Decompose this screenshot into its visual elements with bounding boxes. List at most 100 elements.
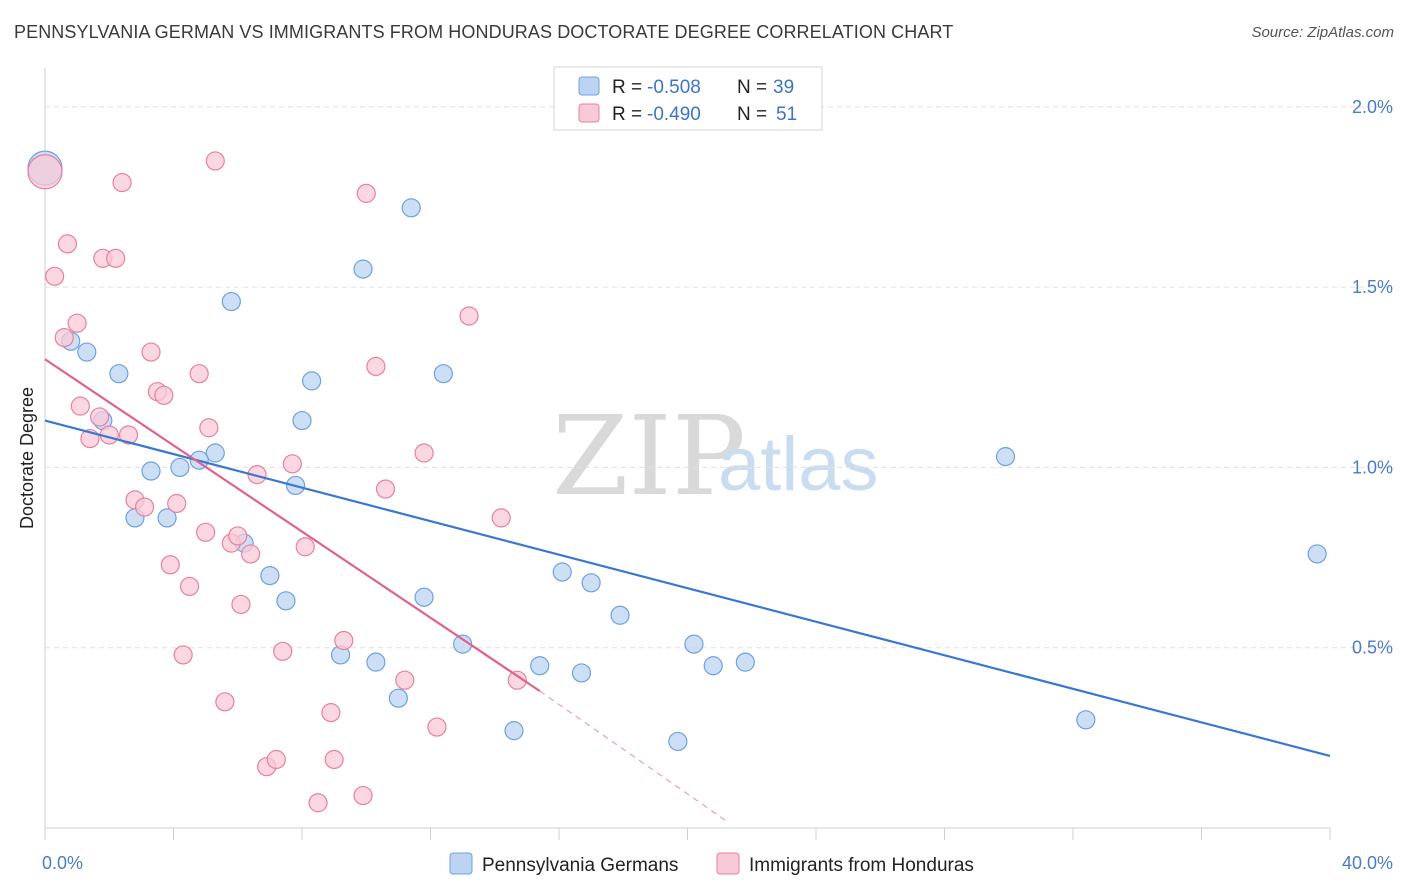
honduras-point — [215, 692, 235, 712]
honduras-point — [67, 313, 87, 333]
pennsylvania-germans-point — [530, 656, 550, 676]
honduras-point — [141, 342, 161, 362]
pennsylvania-germans-point — [684, 634, 704, 654]
pennsylvania-germans-point — [401, 198, 421, 218]
honduras-point — [173, 645, 193, 665]
honduras-point — [112, 172, 132, 193]
pennsylvania-germans-point — [1076, 710, 1096, 730]
pennsylvania-germans-point — [205, 443, 225, 463]
legend-n-value-1: 39 — [773, 77, 794, 98]
bottom-legend-label-pennsylvania-germans: Pennsylvania Germans — [482, 855, 678, 876]
honduras-point — [375, 479, 396, 499]
honduras-point — [266, 749, 286, 770]
pennsylvania-germans-point — [276, 591, 296, 611]
legend-swatch-honduras — [578, 103, 600, 123]
honduras-point — [27, 154, 63, 190]
honduras-point — [154, 385, 174, 405]
honduras-point — [395, 670, 415, 690]
y-tick-label: 0.5% — [1352, 638, 1393, 658]
x-tick-marks — [44, 828, 1331, 840]
honduras-point — [134, 497, 155, 517]
pennsylvania-germans-point — [141, 461, 161, 481]
honduras-point — [205, 151, 225, 171]
honduras-point — [160, 555, 180, 575]
honduras-point — [199, 418, 219, 438]
y-tick-label: 1.5% — [1352, 277, 1393, 297]
honduras-point — [282, 454, 302, 474]
honduras-point — [196, 522, 216, 542]
watermark-atlas: atlas — [718, 422, 879, 507]
trend-line-honduras-extension — [539, 690, 727, 822]
honduras-point — [366, 356, 386, 377]
legend-r-label-1: R = — [612, 77, 642, 98]
series-legend: Pennsylvania Germans Immigrants from Hon… — [449, 852, 974, 876]
pennsylvania-germans-point — [668, 731, 688, 752]
pennsylvania-germans-point — [433, 364, 453, 384]
legend-r-value-1: -0.508 — [647, 77, 701, 98]
pennsylvania-germans-point — [292, 410, 312, 431]
pennsylvania-germans-point — [504, 721, 524, 741]
series-pennsylvania-germans-points — [27, 150, 1327, 752]
legend-swatch-pennsylvania-germans — [578, 76, 600, 96]
honduras-point — [228, 526, 248, 546]
correlation-legend: R = -0.508 N = 39 R = -0.490 N = 51 — [553, 66, 823, 131]
bottom-legend-swatch-pennsylvania-germans — [449, 852, 473, 875]
y-axis-label: Doctorate Degree — [17, 387, 37, 529]
honduras-point — [321, 703, 341, 723]
y-tick-label: 2.0% — [1352, 97, 1393, 117]
pennsylvania-germans-point — [77, 342, 97, 362]
honduras-point — [334, 630, 354, 651]
honduras-point — [459, 306, 479, 326]
honduras-point — [324, 749, 344, 770]
legend-n-label-2: N = — [737, 104, 767, 125]
pennsylvania-germans-point — [703, 656, 723, 676]
pennsylvania-germans-point — [221, 291, 241, 312]
pennsylvania-germans-point — [260, 565, 280, 586]
honduras-point — [106, 248, 126, 268]
honduras-point — [356, 183, 376, 203]
honduras-point — [241, 544, 261, 564]
pennsylvania-germans-point — [571, 663, 592, 683]
honduras-point — [179, 576, 200, 597]
pennsylvania-germans-point — [388, 688, 408, 708]
legend-r-label-2: R = — [612, 104, 642, 125]
pennsylvania-germans-point — [170, 457, 190, 478]
pennsylvania-germans-point — [109, 364, 129, 384]
x-tick-label-max: 40.0% — [1342, 853, 1393, 873]
honduras-point — [70, 396, 90, 416]
pennsylvania-germans-point — [581, 573, 601, 593]
honduras-point — [118, 425, 139, 445]
honduras-point — [167, 493, 187, 514]
honduras-point — [414, 443, 434, 463]
legend-n-value-2: 51 — [776, 104, 797, 125]
pennsylvania-germans-point — [414, 587, 434, 607]
pennsylvania-germans-point — [366, 652, 386, 672]
trend-line-pennsylvania-germans — [44, 419, 1331, 757]
trend-lines — [44, 358, 1331, 822]
bottom-legend-swatch-honduras — [716, 852, 740, 875]
chart-source: Source: ZipAtlas.com — [1251, 24, 1394, 41]
trend-line-honduras — [44, 358, 541, 692]
legend-n-label-1: N = — [737, 77, 767, 98]
pennsylvania-germans-point — [302, 371, 322, 391]
bottom-legend-label-honduras: Immigrants from Honduras — [749, 855, 974, 876]
y-tick-label: 1.0% — [1352, 457, 1393, 477]
pennsylvania-germans-point — [995, 447, 1016, 467]
honduras-point — [231, 594, 251, 615]
legend-r-value-2: -0.490 — [647, 104, 701, 125]
honduras-point — [273, 641, 293, 661]
y-tick-labels: 0.5% 1.0% 1.5% 2.0% — [1352, 97, 1393, 658]
pennsylvania-germans-point — [353, 259, 373, 279]
pennsylvania-germans-point — [1307, 544, 1327, 564]
honduras-point — [90, 407, 110, 427]
honduras-point — [507, 670, 527, 690]
pennsylvania-germans-point — [610, 605, 630, 625]
honduras-point — [54, 328, 74, 348]
honduras-point — [308, 793, 328, 813]
pennsylvania-germans-point — [735, 652, 755, 672]
honduras-point — [491, 508, 511, 528]
honduras-point — [295, 537, 315, 557]
pennsylvania-germans-point — [157, 508, 177, 528]
honduras-point — [45, 266, 65, 286]
